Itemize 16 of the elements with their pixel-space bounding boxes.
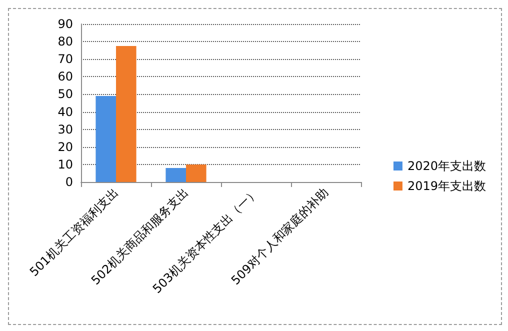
y-tick-label: 70 bbox=[58, 52, 73, 66]
y-tick-label: 0 bbox=[65, 175, 73, 189]
bar bbox=[186, 164, 206, 182]
bar bbox=[96, 96, 116, 182]
y-tick-label: 10 bbox=[58, 157, 73, 172]
y-tick-label: 80 bbox=[58, 34, 73, 49]
legend-label: 2020年支出数 bbox=[407, 159, 486, 173]
bar bbox=[116, 46, 136, 182]
y-tick-label: 30 bbox=[58, 122, 73, 136]
y-tick-label: 50 bbox=[58, 87, 73, 102]
y-tick-label: 90 bbox=[58, 17, 73, 31]
y-tick-label: 60 bbox=[58, 70, 73, 84]
legend-label: 2019年支出数 bbox=[407, 179, 486, 193]
y-tick-label: 20 bbox=[58, 140, 73, 154]
bar bbox=[166, 168, 186, 182]
y-tick-label: 40 bbox=[58, 104, 73, 119]
